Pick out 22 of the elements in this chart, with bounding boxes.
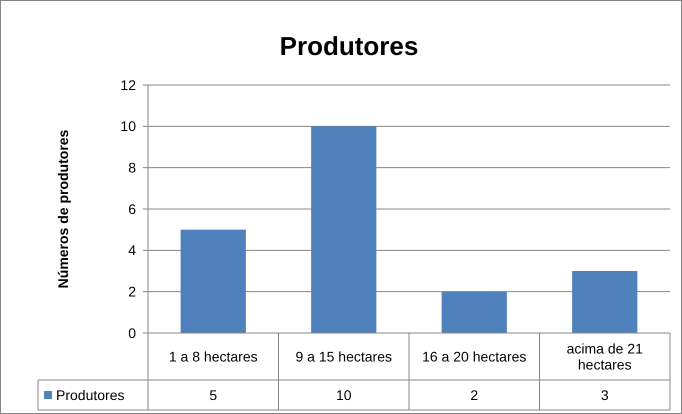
x-tick-label: 9 a 15 hectares xyxy=(295,348,392,364)
data-label: 5 xyxy=(209,386,218,403)
chart-title: Produtores xyxy=(280,31,418,61)
y-tick-label: 12 xyxy=(120,76,136,93)
data-label: 3 xyxy=(600,386,609,403)
legend-label: Produtores xyxy=(56,386,124,403)
y-tick-label: 0 xyxy=(128,324,136,341)
y-tick-label: 6 xyxy=(128,200,136,217)
y-axis-title: Números de produtores xyxy=(55,129,71,288)
x-tick-label: acima de 21 hectares xyxy=(566,340,644,372)
bar xyxy=(180,230,246,333)
data-label: 2 xyxy=(470,386,478,403)
bar xyxy=(442,292,507,333)
y-tick-label: 10 xyxy=(120,118,136,134)
x-tick-label: 16 a 20 hectares xyxy=(422,348,526,364)
y-tick-label: 2 xyxy=(128,284,136,300)
bar xyxy=(311,126,376,333)
y-tick-label: 4 xyxy=(128,242,136,258)
data-label: 10 xyxy=(336,386,352,403)
bar xyxy=(572,271,638,333)
y-tick-label: 8 xyxy=(128,160,136,176)
x-tick-label: 1 a 8 hectares xyxy=(168,348,258,364)
